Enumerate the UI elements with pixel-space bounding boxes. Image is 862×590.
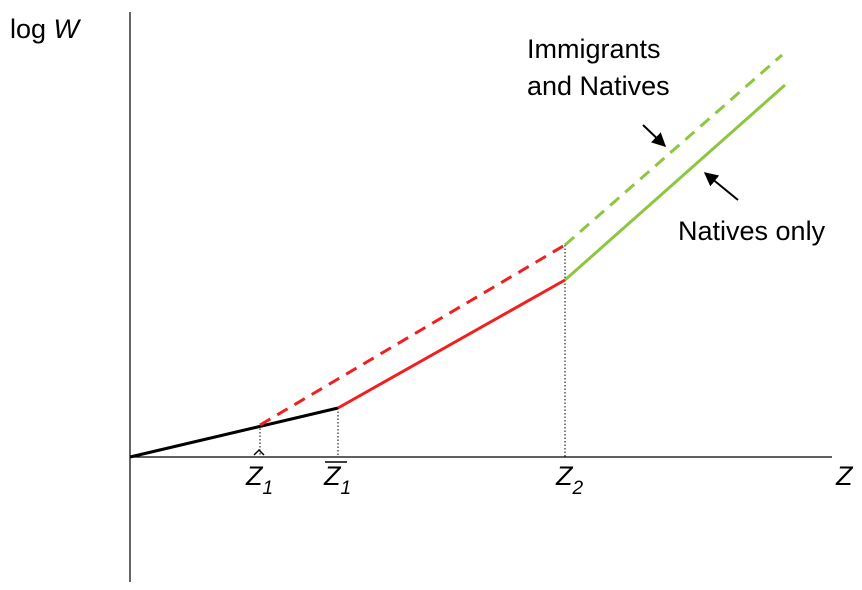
label-text: log (10, 14, 46, 44)
segment (564, 53, 783, 247)
annotation: Immigrants (527, 34, 661, 64)
label-text: 1 (263, 478, 274, 499)
label-text: Z (323, 461, 342, 491)
annotation: and Natives (527, 71, 670, 101)
x-axis-label: Z (835, 461, 854, 491)
arrow (703, 172, 739, 201)
segment (259, 243, 566, 427)
annotation: Natives only (678, 216, 826, 246)
segment (129, 406, 339, 459)
hat (253, 448, 265, 456)
y-axis-label: log W (10, 14, 82, 44)
label-text: Z (245, 461, 264, 491)
segment (564, 83, 786, 282)
label-text: W (54, 14, 82, 44)
threshold-label: Z2 (555, 461, 584, 499)
threshold-label: Z1 (245, 461, 273, 499)
label-text: Z (555, 461, 574, 491)
label-text: 2 (572, 478, 584, 499)
arrow (642, 124, 667, 147)
label-text: 1 (341, 478, 352, 499)
segment (337, 278, 566, 410)
threshold-label: Z1 (323, 461, 351, 499)
